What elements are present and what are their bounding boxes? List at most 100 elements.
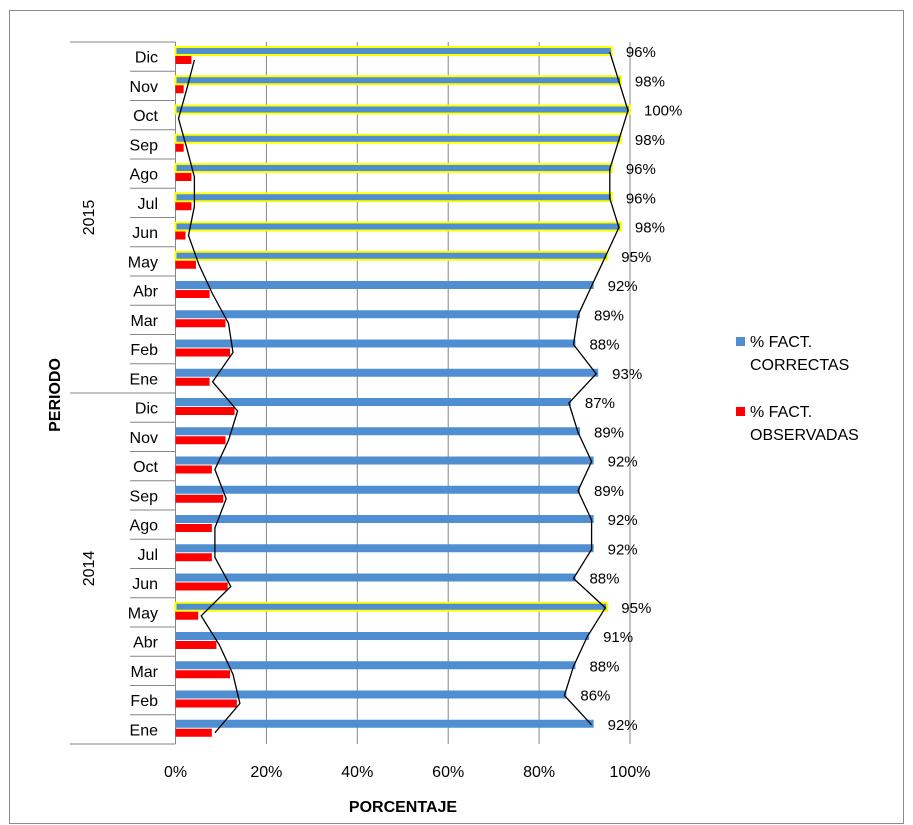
category-label: Jun [132, 225, 158, 242]
category-label: Jul [138, 547, 158, 564]
x-tick-label: 0% [164, 764, 187, 781]
bar-correctas [175, 719, 594, 728]
data-label: 89% [594, 424, 624, 441]
category-label: Ene [130, 371, 159, 388]
bar-observadas [175, 407, 235, 415]
legend-label: OBSERVADAS [750, 427, 859, 444]
bar-observadas [175, 494, 224, 503]
bar-observadas [175, 319, 226, 328]
category-label: Feb [130, 342, 158, 359]
category-label: Feb [130, 693, 158, 710]
bar-observadas [175, 143, 184, 152]
legend-label: CORRECTAS [750, 357, 849, 374]
bar-observadas [175, 56, 192, 64]
bar-correctas [175, 339, 576, 348]
bar-correctas [175, 485, 581, 494]
data-label: 96% [626, 44, 656, 61]
bar-correctas [175, 368, 599, 377]
legend: % FACT. CORRECTAS % FACT. OBSERVADAS [736, 334, 859, 444]
x-tick-labels: 0% 20% 40% 60% 80% 100% [164, 764, 651, 781]
data-label: 92% [608, 454, 638, 471]
legend-item: % FACT. OBSERVADAS [736, 404, 859, 444]
data-label: 95% [621, 600, 651, 617]
bar-observadas [175, 348, 231, 357]
category-label: Ene [130, 722, 159, 739]
trend-lines [177, 51, 629, 734]
bar-observadas [175, 553, 212, 562]
bar-observadas [175, 611, 199, 620]
bar-correctas [175, 690, 567, 699]
bar-observadas [175, 699, 237, 708]
category-label: May [128, 605, 158, 622]
category-label: Ago [130, 167, 159, 184]
category-label: Nov [130, 79, 158, 96]
category-label: Nov [130, 430, 158, 447]
bar-correctas [175, 661, 576, 670]
trend-line-correctas [563, 51, 629, 726]
bar-observadas [175, 582, 228, 591]
data-label: 98% [635, 220, 665, 237]
bar-correctas [174, 163, 613, 173]
bar-observadas [175, 85, 184, 94]
bar-observadas [175, 465, 212, 474]
category-label: Mar [130, 313, 158, 330]
data-label: 91% [603, 629, 633, 646]
legend-label: % FACT. [750, 404, 812, 421]
data-label: 98% [635, 132, 665, 149]
category-label: May [128, 254, 158, 271]
bar-correctas [174, 250, 609, 261]
data-label: 95% [621, 249, 651, 266]
bar-observadas [175, 436, 226, 445]
trend-line-observadas [177, 59, 241, 734]
category-label: Abr [133, 635, 159, 652]
category-label: Mar [130, 664, 158, 681]
bar-observadas [175, 290, 210, 298]
bar-correctas [175, 515, 594, 523]
bar-observadas [175, 728, 212, 737]
bar-correctas [174, 221, 622, 232]
category-label: Sep [130, 488, 159, 505]
group-label: 2015 [81, 200, 98, 236]
data-label: 88% [589, 571, 619, 588]
legend-item: % FACT. CORRECTAS [736, 334, 849, 374]
data-label: 93% [612, 366, 642, 383]
data-label: 86% [580, 688, 610, 705]
bar-correctas [174, 133, 622, 144]
category-label: Jun [132, 576, 158, 593]
bar-observadas [175, 202, 192, 211]
bar-correctas [174, 46, 613, 56]
bar-correctas [175, 632, 590, 640]
group-label: 2014 [81, 551, 98, 587]
bar-correctas [174, 75, 622, 86]
bar-correctas [175, 544, 594, 553]
bar-correctas [175, 573, 576, 582]
y-axis-title: PERIODO [47, 358, 64, 432]
category-axis: Dic Nov Oct Sep Ago Jul Jun May Abr Mar Feb Ene 2015… [70, 41, 176, 745]
chart-frame [9, 10, 904, 824]
x-tick-label: 20% [250, 764, 282, 781]
bar-observadas [175, 377, 210, 386]
data-label: 100% [644, 103, 682, 120]
bar-observadas [175, 173, 192, 181]
legend-swatch [736, 407, 745, 416]
bar-observadas [175, 670, 231, 679]
bar-correctas [175, 281, 594, 289]
legend-swatch [736, 337, 745, 346]
x-tick-label: 40% [341, 764, 373, 781]
bars [174, 46, 631, 737]
data-label: 92% [608, 717, 638, 734]
bar-correctas [174, 601, 609, 612]
legend-label: % FACT. [750, 334, 812, 351]
data-label: 92% [608, 278, 638, 295]
bar-correctas [174, 104, 631, 115]
category-label: Sep [130, 137, 159, 154]
bar-correctas [175, 398, 571, 406]
data-label: 89% [594, 483, 624, 500]
data-label: 92% [608, 541, 638, 558]
bar-correctas [175, 310, 581, 319]
bar-observadas [175, 524, 212, 532]
x-tick-label: 80% [523, 764, 555, 781]
category-label: Oct [133, 459, 158, 476]
data-label: 89% [594, 307, 624, 324]
bar-observadas [175, 231, 186, 240]
